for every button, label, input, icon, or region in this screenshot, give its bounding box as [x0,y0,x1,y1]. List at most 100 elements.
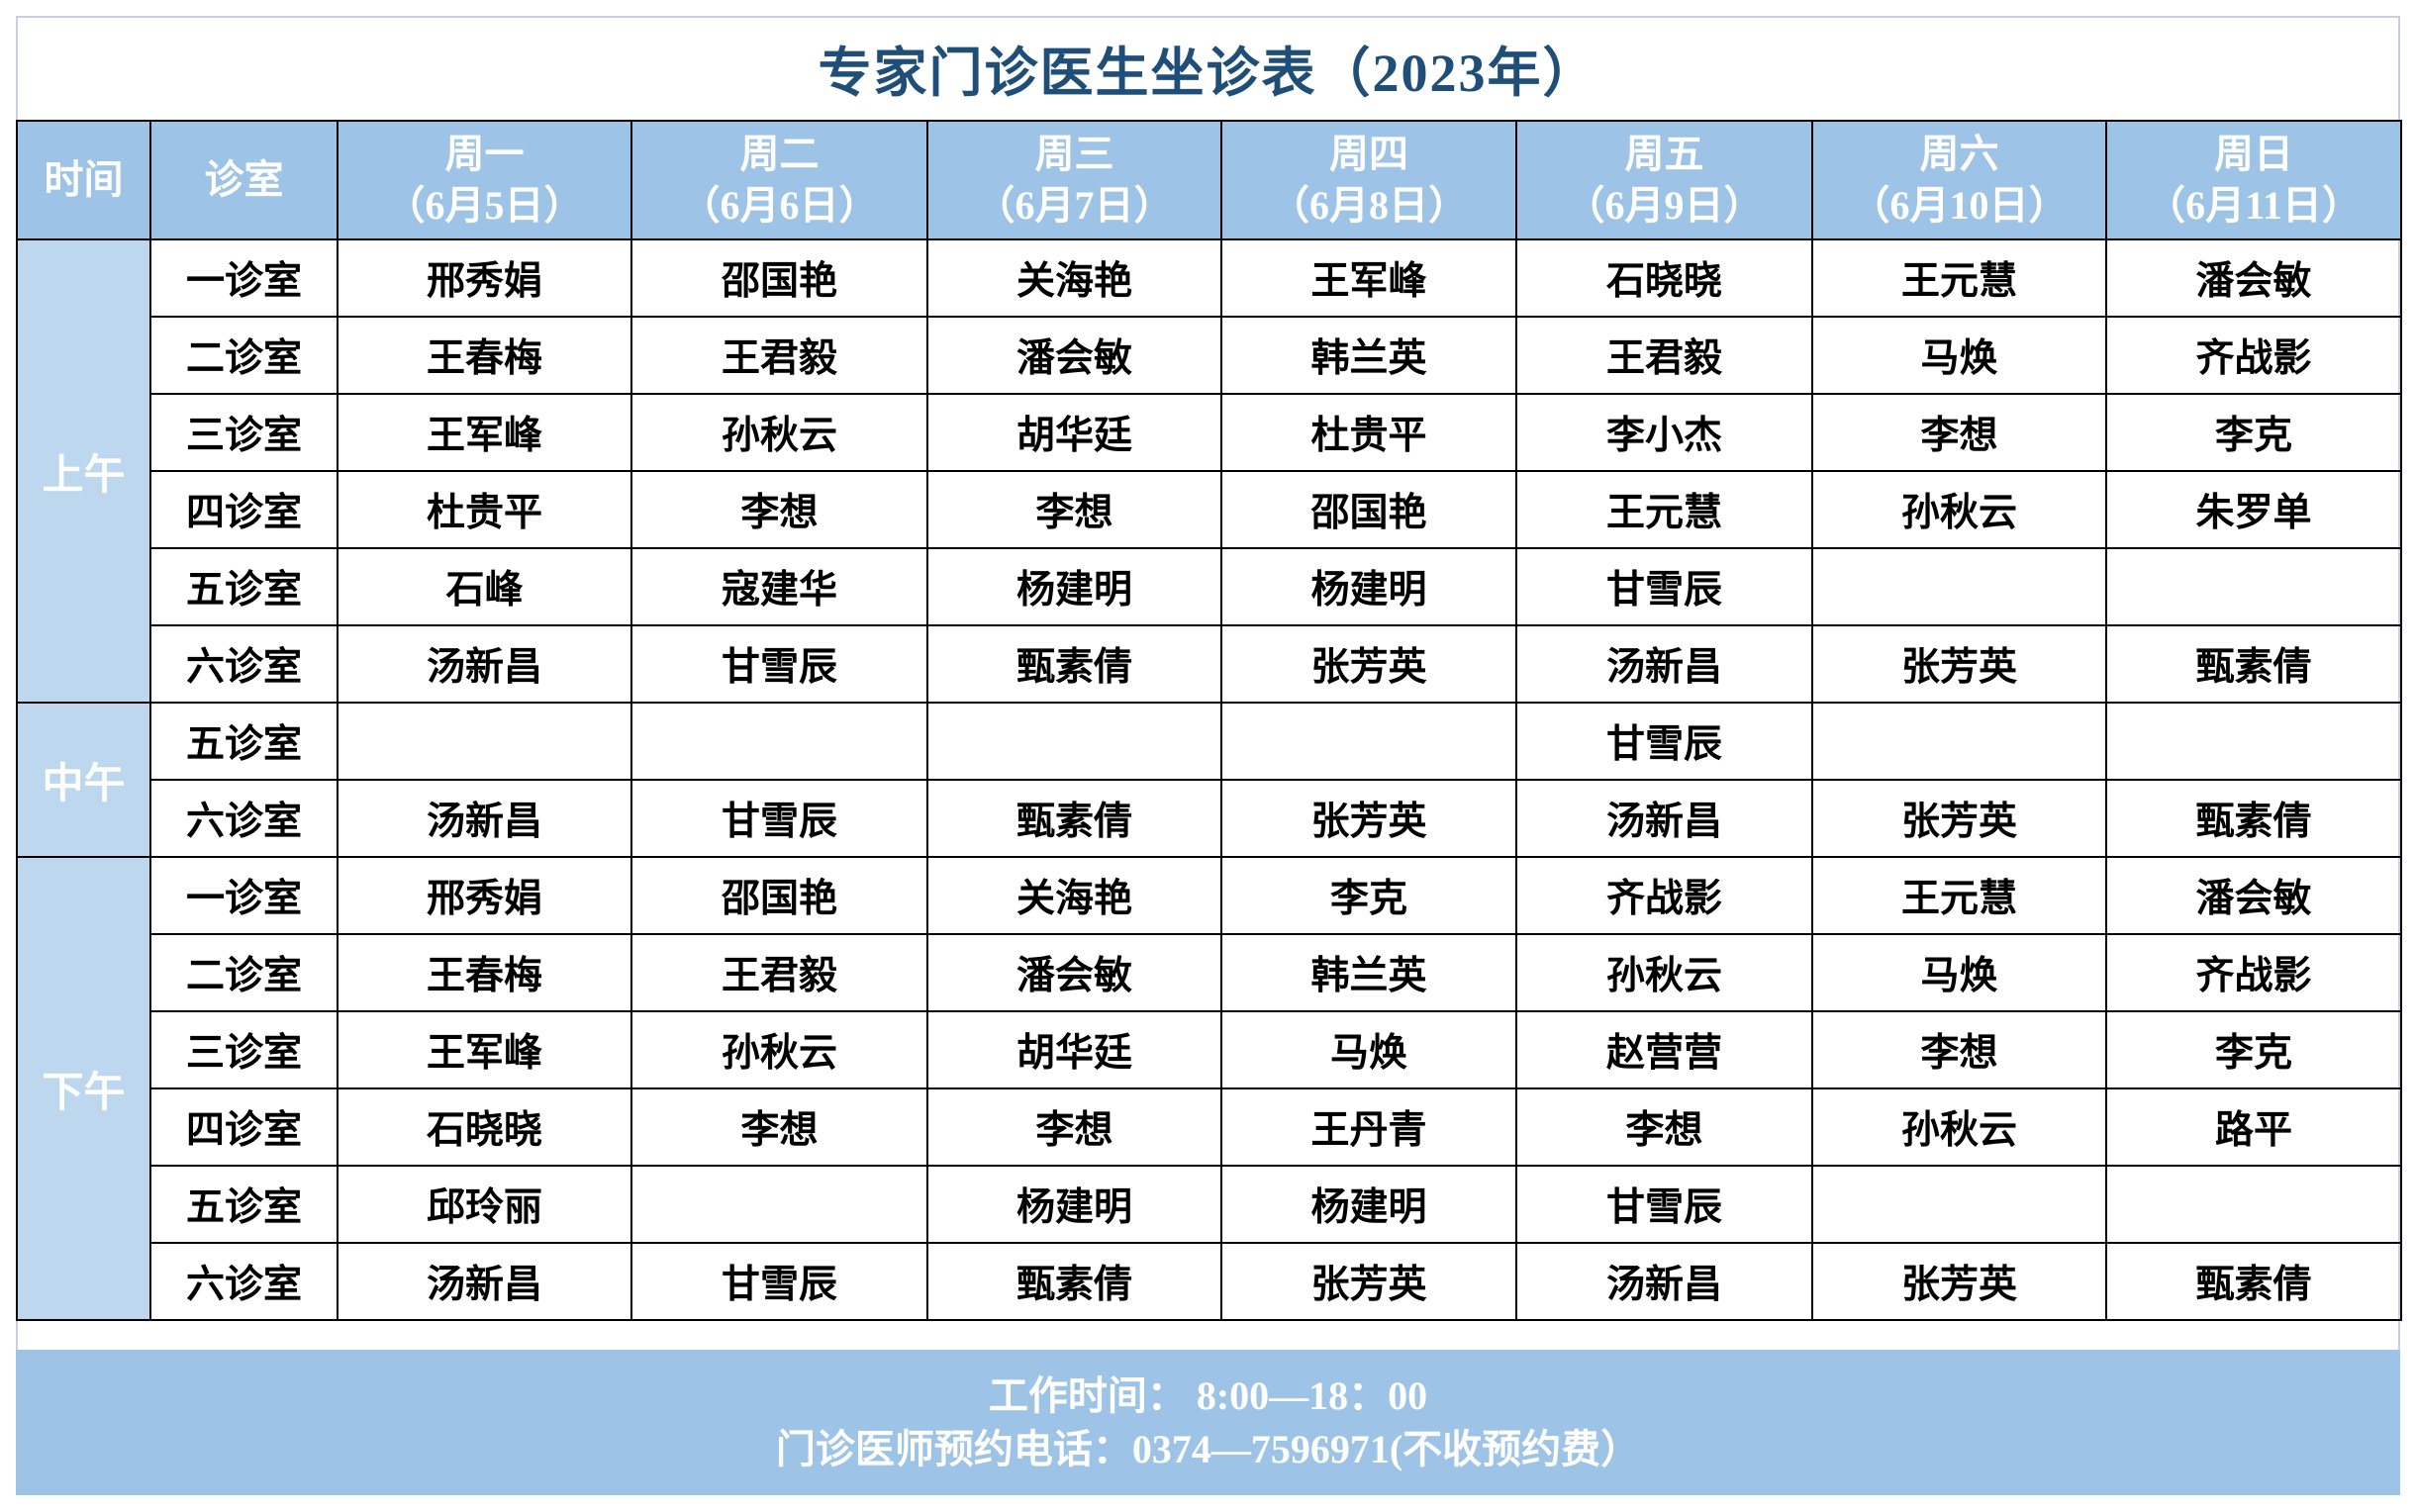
doctor-cell: 王军峰 [1220,238,1517,318]
doctor-cell: 张芳英 [1811,779,2107,858]
doctor-cell: 关海艳 [926,238,1222,318]
period-label: 上午 [16,238,151,704]
table-row: 二诊室 王春梅 王君毅 潘会敏 韩兰英 孙秋云 马焕 齐战影 [17,933,2402,1012]
doctor-cell: 甄素倩 [926,624,1222,704]
doctor-cell: 石峰 [337,547,632,626]
doctor-cell: 李想 [630,470,928,549]
doctor-cell [926,702,1222,781]
doctor-cell: 孙秋云 [630,393,928,472]
doctor-cell: 齐战影 [2105,316,2402,395]
table-row: 六诊室 汤新昌 甘雪辰 甄素倩 张芳英 汤新昌 张芳英 甄素倩 [17,779,2402,858]
doctor-cell: 齐战影 [1515,856,1813,935]
doctor-cell: 汤新昌 [1515,779,1813,858]
doctor-cell: 甘雪辰 [1515,702,1813,781]
doctor-cell: 甄素倩 [2105,1242,2402,1321]
table-row: 五诊室 邱玲丽 杨建明 杨建明 甘雪辰 [17,1165,2402,1244]
doctor-cell: 张芳英 [1220,624,1517,704]
page-title: 专家门诊医生坐诊表（2023年） [818,44,1598,103]
working-hours: 工作时间： 8:00—18：00 [988,1372,1428,1418]
day-name: 周二 [739,132,820,176]
header-day: 周六 （6月10日） [1811,120,2107,240]
room-label: 五诊室 [149,547,338,626]
table-row: 四诊室 石晓晓 李想 李想 王丹青 李想 孙秋云 路平 [17,1087,2402,1167]
room-label: 六诊室 [149,624,338,704]
table-row: 中午 五诊室 甘雪辰 [16,702,2402,858]
doctor-cell: 齐战影 [2105,933,2402,1012]
doctor-cell: 孙秋云 [1811,470,2107,549]
doctor-cell [1811,547,2107,626]
doctor-cell: 王君毅 [630,933,928,1012]
header-day: 周三 （6月7日） [926,120,1222,240]
room-label: 三诊室 [149,393,338,472]
header-time: 时间 [16,120,151,240]
doctor-cell: 潘会敏 [2105,856,2402,935]
room-label: 一诊室 [149,238,338,318]
doctor-cell: 李小杰 [1515,393,1813,472]
doctor-cell: 孙秋云 [1515,933,1813,1012]
doctor-cell: 朱罗单 [2105,470,2402,549]
doctor-cell: 甘雪辰 [630,779,928,858]
room-label: 五诊室 [149,1165,338,1244]
period-label: 下午 [16,856,151,1321]
table-row: 上午 一诊室 邢秀娟 邵国艳 关海艳 王军峰 石晓晓 王元慧 潘会敏 [16,238,2402,704]
doctor-cell: 马焕 [1811,933,2107,1012]
doctor-cell: 甘雪辰 [1515,1165,1813,1244]
schedule-table: 时间 诊室 周一 （6月5日） 周二 （6月6日） 周三 （6月7日） 周四 （6月8日） 周五… [16,120,2402,1321]
doctor-cell: 甄素倩 [926,779,1222,858]
day-date: （6月7日） [975,183,1174,228]
doctor-cell: 赵营营 [1515,1010,1813,1089]
day-name: 周一 [444,132,525,176]
doctor-cell: 甘雪辰 [630,624,928,704]
doctor-cell: 甄素倩 [2105,624,2402,704]
day-date: （6月8日） [1270,183,1468,228]
doctor-cell: 杜贵平 [337,470,632,549]
doctor-cell [2105,702,2402,781]
table-row: 六诊室 汤新昌 甘雪辰 甄素倩 张芳英 汤新昌 张芳英 甄素倩 [17,624,2402,704]
header-day: 周五 （6月9日） [1515,120,1813,240]
doctor-cell [1220,702,1517,781]
doctor-cell: 汤新昌 [1515,624,1813,704]
footer-info: 工作时间： 8:00—18：00 门诊医师预约电话：0374—7596971(不… [16,1350,2400,1495]
table-row: 二诊室 王春梅 王君毅 潘会敏 韩兰英 王君毅 马焕 齐战影 [17,316,2402,395]
room-label: 六诊室 [149,779,338,858]
doctor-cell: 杜贵平 [1220,393,1517,472]
day-date: （6月9日） [1565,183,1764,228]
table-row: 下午 一诊室 邢秀娟 邵国艳 关海艳 李克 齐战影 王元慧 潘会敏 [16,856,2402,1321]
doctor-cell: 寇建华 [630,547,928,626]
day-name: 周五 [1624,132,1704,176]
doctor-cell: 潘会敏 [926,933,1222,1012]
doctor-cell: 李想 [926,470,1222,549]
day-date: （6月5日） [385,183,584,228]
doctor-cell: 马焕 [1220,1010,1517,1089]
doctor-cell: 甄素倩 [926,1242,1222,1321]
room-label: 二诊室 [149,316,338,395]
table-row: 四诊室 杜贵平 李想 李想 邵国艳 王元慧 孙秋云 朱罗单 [17,470,2402,549]
appointment-phone: 门诊医师预约电话：0374—7596971(不收预约费） [775,1426,1641,1471]
doctor-cell: 杨建明 [926,547,1222,626]
doctor-cell: 马焕 [1811,316,2107,395]
doctor-cell: 邵国艳 [630,856,928,935]
doctor-cell [1811,702,2107,781]
room-label: 五诊室 [149,702,338,781]
doctor-cell: 韩兰英 [1220,933,1517,1012]
doctor-cell: 胡华廷 [926,393,1222,472]
day-date: （6月10日） [1850,183,2069,228]
doctor-cell: 李想 [926,1087,1222,1167]
doctor-cell: 石晓晓 [337,1087,632,1167]
table-row: 三诊室 王军峰 孙秋云 胡华廷 马焕 赵营营 李想 李克 [17,1010,2402,1089]
doctor-cell: 王元慧 [1811,856,2107,935]
doctor-cell: 王君毅 [1515,316,1813,395]
doctor-cell: 杨建明 [1220,547,1517,626]
doctor-cell: 王元慧 [1515,470,1813,549]
doctor-cell: 邢秀娟 [337,238,632,318]
header-day: 周一 （6月5日） [337,120,632,240]
room-label: 四诊室 [149,470,338,549]
doctor-cell [630,702,928,781]
doctor-cell: 王春梅 [337,316,632,395]
doctor-cell: 杨建明 [926,1165,1222,1244]
day-name: 周日 [2214,132,2293,176]
doctor-cell: 甄素倩 [2105,779,2402,858]
day-date: （6月6日） [680,183,879,228]
day-name: 周六 [1919,132,1999,176]
room-label: 四诊室 [149,1087,338,1167]
